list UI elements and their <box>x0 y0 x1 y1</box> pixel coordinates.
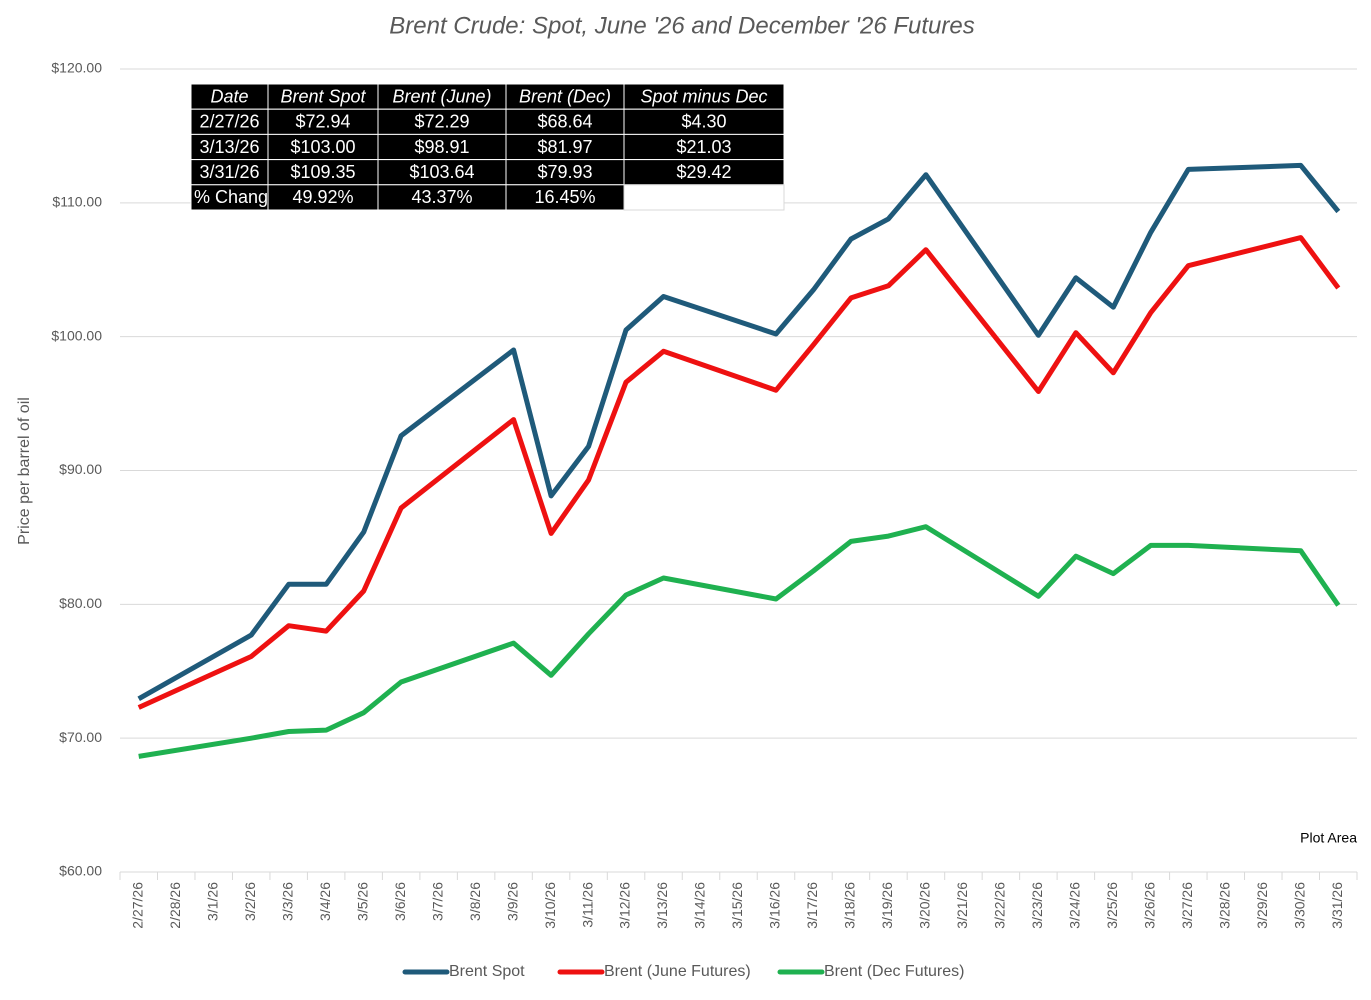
x-tick-label: 3/31/26 <box>1329 882 1345 929</box>
x-tick-label: 3/9/26 <box>504 882 520 921</box>
x-tick-label: 3/28/26 <box>1217 882 1233 929</box>
x-tick-label: 3/29/26 <box>1254 882 1270 929</box>
series-line <box>137 235 1341 710</box>
table-cell <box>190 133 269 161</box>
table-text: 49.92% <box>292 187 353 207</box>
table-text: 3/31/26 <box>199 162 259 182</box>
x-tick-label: 3/14/26 <box>692 882 708 929</box>
table-text: % Chang <box>194 187 268 207</box>
table-text: Brent (Dec) <box>519 86 611 106</box>
table-text: Date <box>210 86 248 106</box>
table-text: $98.91 <box>414 137 469 157</box>
table-text: $21.03 <box>676 137 731 157</box>
x-tick-label: 3/27/26 <box>1179 882 1195 929</box>
x-tick-label: 3/7/26 <box>429 882 445 921</box>
y-tick-label: $100.00 <box>51 327 102 343</box>
table-cell <box>623 83 785 110</box>
table-text: Brent Spot <box>280 86 366 106</box>
table-text: Spot minus Dec <box>640 86 767 106</box>
x-tick-label: 2/27/26 <box>129 882 145 929</box>
table-cell <box>623 108 785 135</box>
table-text: $103.00 <box>290 137 355 157</box>
x-tick-label: 3/12/26 <box>617 882 633 929</box>
table-cell <box>505 83 625 110</box>
table-cell <box>377 133 507 161</box>
table-text: $68.64 <box>537 112 592 132</box>
table-text: $79.93 <box>537 162 592 182</box>
x-tick-label: 3/4/26 <box>317 882 333 921</box>
y-tick-label: $120.00 <box>51 60 102 76</box>
table-cell <box>377 159 507 186</box>
table-cell <box>377 184 507 211</box>
y-tick-label: $60.00 <box>59 863 102 879</box>
x-tick-label: 3/2/26 <box>242 882 258 921</box>
x-tick-label: 3/18/26 <box>842 882 858 929</box>
chart-title: Brent Crude: Spot, June '26 and December… <box>389 12 975 39</box>
table-cell <box>267 133 379 161</box>
table-text: $29.42 <box>676 162 731 182</box>
table-text: $72.94 <box>295 112 350 132</box>
annotation: Plot Area <box>1300 830 1357 846</box>
table-cell <box>190 108 269 135</box>
table-text: 2/27/26 <box>199 112 259 132</box>
table-text: $4.30 <box>681 112 726 132</box>
table-text: 43.37% <box>411 187 472 207</box>
table-text: 3/13/26 <box>199 137 259 157</box>
table-text: $109.35 <box>290 162 355 182</box>
x-tick-label: 3/10/26 <box>542 882 558 929</box>
table-cell <box>377 108 507 135</box>
table-cell <box>267 108 379 135</box>
table-cell <box>190 184 269 211</box>
x-tick-label: 3/24/26 <box>1067 882 1083 929</box>
x-tick-label: 3/3/26 <box>279 882 295 921</box>
table-text: 16.45% <box>534 187 595 207</box>
table-cell <box>267 159 379 186</box>
table-cell <box>267 83 379 110</box>
x-tick-label: 3/26/26 <box>1142 882 1158 929</box>
x-tick-label: 3/13/26 <box>654 882 670 929</box>
legend-label: Brent (June Futures) <box>604 963 751 980</box>
x-tick-label: 2/28/26 <box>167 882 183 929</box>
table-cell <box>505 108 625 135</box>
table-text: $81.97 <box>537 137 592 157</box>
x-tick-label: 3/1/26 <box>204 882 220 921</box>
y-tick-label: $90.00 <box>59 461 102 477</box>
x-tick-label: 3/30/26 <box>1291 882 1307 929</box>
table-cell <box>505 159 625 186</box>
table-text: $103.64 <box>409 162 474 182</box>
series-line <box>137 162 1341 701</box>
x-tick-label: 3/16/26 <box>767 882 783 929</box>
y-tick-label: $110.00 <box>52 194 102 210</box>
series-line <box>138 524 1341 759</box>
y-tick-label: $70.00 <box>59 729 102 745</box>
x-tick-label: 3/23/26 <box>1029 882 1045 929</box>
x-tick-label: 3/20/26 <box>917 882 933 929</box>
x-tick-label: 3/21/26 <box>954 882 970 929</box>
legend-label: Brent (Dec Futures) <box>824 963 964 980</box>
legend-label: Brent Spot <box>449 963 525 980</box>
x-tick-label: 3/6/26 <box>392 882 408 921</box>
x-tick-label: 3/5/26 <box>354 882 370 921</box>
table-empty-cell <box>623 184 785 211</box>
table-text: Brent (June) <box>392 86 491 106</box>
x-tick-label: 3/8/26 <box>467 882 483 921</box>
table-cell <box>190 159 269 186</box>
x-tick-label: 3/15/26 <box>729 882 745 929</box>
y-tick-label: $80.00 <box>59 595 102 611</box>
y-axis-label: Price per barrel of oil <box>16 397 33 545</box>
x-tick-label: 3/11/26 <box>579 882 595 928</box>
table-cell <box>623 159 785 186</box>
table-text: $72.29 <box>414 112 469 132</box>
x-tick-label: 3/19/26 <box>879 882 895 929</box>
x-tick-label: 3/17/26 <box>804 882 820 929</box>
x-tick-label: 3/22/26 <box>992 882 1008 929</box>
x-tick-label: 3/25/26 <box>1104 882 1120 929</box>
